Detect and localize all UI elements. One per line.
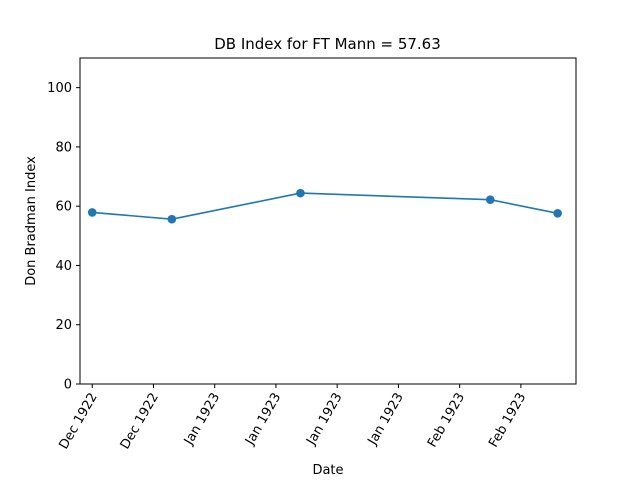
x-tick-label: Dec 1922 xyxy=(57,391,101,453)
y-tick-label: 0 xyxy=(64,378,72,393)
y-tick-label: 40 xyxy=(55,259,72,274)
data-point xyxy=(87,208,97,217)
x-tick-label: Jan 1923 xyxy=(181,391,223,449)
x-tick-label: Feb 1923 xyxy=(486,391,529,451)
x-tick-label: Jan 1923 xyxy=(304,391,346,449)
y-tick-label: 100 xyxy=(47,81,72,96)
y-tick-label: 20 xyxy=(55,318,72,333)
plot-area: 0 20 40 60 80 100 Dec 1922 Dec 1922 Jan 1923 Jan … xyxy=(47,57,577,453)
x-tick-label: Dec 1922 xyxy=(118,391,162,453)
data-point xyxy=(167,214,177,224)
axes-frame xyxy=(79,57,577,385)
x-tick-label: Feb 1923 xyxy=(425,390,468,450)
data-point xyxy=(296,188,305,198)
data-point xyxy=(485,195,495,204)
x-tick-label: Jan 1923 xyxy=(242,391,284,449)
x-tick-label: Jan 1923 xyxy=(365,391,407,449)
data-point xyxy=(553,208,562,218)
y-tick-label: 60 xyxy=(55,200,72,215)
y-tick-label: 80 xyxy=(55,140,72,155)
y-axis-label: Don Bradman Index xyxy=(24,156,39,286)
x-axis-label: Date xyxy=(312,463,343,478)
chart-title: DB Index for FT Mann = 57.63 xyxy=(214,35,441,53)
